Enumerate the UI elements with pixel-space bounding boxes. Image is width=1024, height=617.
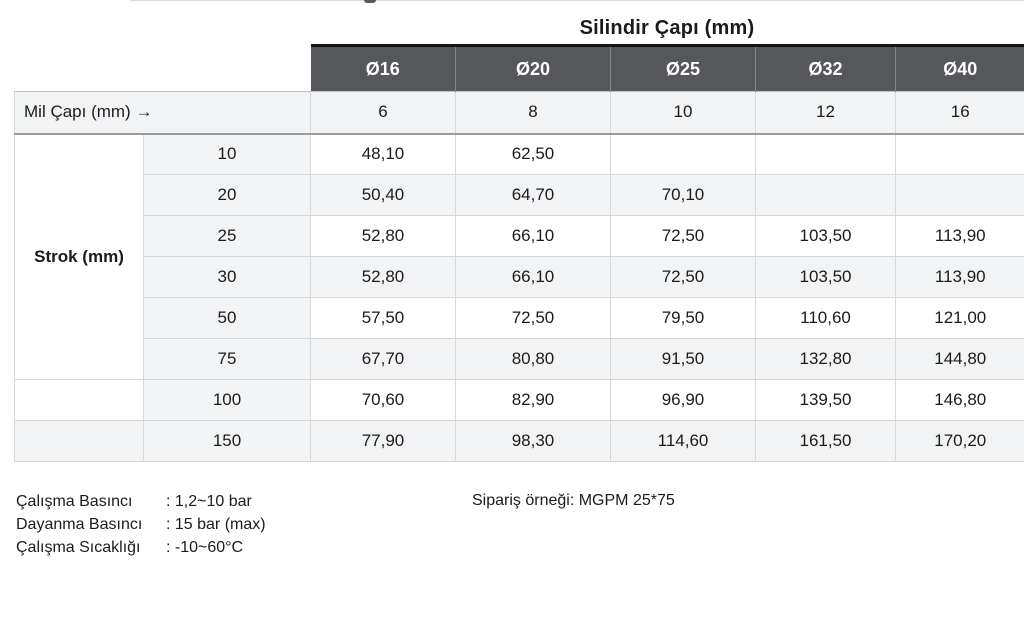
- col-header-diameter: Ø16: [310, 44, 456, 92]
- data-cell: 72,50: [610, 215, 756, 257]
- data-cell: 161,50: [755, 420, 896, 462]
- data-cell: 91,50: [610, 338, 756, 380]
- data-cell: 52,80: [310, 215, 456, 257]
- table-row: 25 52,80 66,10 72,50 103,50 113,90: [15, 215, 1024, 257]
- data-cell: 132,80: [755, 338, 896, 380]
- data-cell: 66,10: [455, 215, 611, 257]
- table-row: 30 52,80 66,10 72,50 103,50 113,90: [15, 256, 1024, 298]
- data-cell: 66,10: [455, 256, 611, 298]
- mil-capi-value: 8: [455, 91, 611, 135]
- data-cell: 144,80: [895, 338, 1024, 380]
- table-row: Strok (mm) 10 48,10 62,50: [14, 133, 1024, 380]
- data-cell: [895, 174, 1024, 216]
- data-cell: 103,50: [755, 256, 896, 298]
- data-cell: 79,50: [610, 297, 756, 339]
- data-cell: 96,90: [610, 379, 756, 421]
- data-cell: 103,50: [755, 215, 896, 257]
- data-cell: [755, 133, 896, 175]
- data-cell: [610, 133, 756, 175]
- mil-capi-value: 10: [610, 91, 756, 135]
- table-row: 20 50,40 64,70 70,10: [15, 174, 1024, 216]
- table-row: 100 70,60 82,90 96,90 139,50 146,80: [14, 379, 1024, 421]
- data-cell: 70,10: [610, 174, 756, 216]
- data-cell: 146,80: [895, 379, 1024, 421]
- side-blank-cell: [14, 379, 144, 421]
- data-cell: 113,90: [895, 256, 1024, 298]
- data-cell: 82,90: [455, 379, 611, 421]
- mil-capi-label: Mil Çapı (mm) →: [14, 91, 311, 135]
- table-title: Silindir Çapı (mm): [579, 17, 755, 39]
- diameter-header-row: Ø16 Ø20 Ø25 Ø32 Ø40: [14, 44, 1024, 92]
- spec-label: Dayanma Basıncı: [16, 516, 143, 533]
- data-cell: 48,10: [310, 133, 456, 175]
- cutoff-top-border-artifact: [130, 0, 1024, 1]
- col-header-diameter: Ø25: [610, 44, 756, 92]
- spec-label: Çalışma Sıcaklığı: [16, 539, 141, 556]
- col-header-diameter: Ø40: [895, 44, 1024, 92]
- data-cell: 110,60: [755, 297, 896, 339]
- strok-value-cell: 100: [143, 379, 311, 421]
- data-cell: 113,90: [895, 215, 1024, 257]
- operating-specs: Çalışma Basıncı : 1,2~10 bar Dayanma Bas…: [16, 490, 266, 559]
- cutoff-text-artifact: [364, 0, 376, 3]
- data-cell: [755, 174, 896, 216]
- strok-value-cell: 150: [143, 420, 311, 462]
- strok-label: Strok (mm): [14, 133, 144, 380]
- strok-value-cell: 10: [143, 133, 311, 175]
- data-cell: 72,50: [455, 297, 611, 339]
- data-cell: 70,60: [310, 379, 456, 421]
- col-header-diameter: Ø20: [455, 44, 611, 92]
- data-cell: 50,40: [310, 174, 456, 216]
- strok-value-cell: 20: [143, 174, 311, 216]
- spec-value: : 15 bar (max): [166, 516, 266, 533]
- data-cell: 52,80: [310, 256, 456, 298]
- spec-label: Çalışma Basıncı: [16, 493, 133, 510]
- spec-value: : 1,2~10 bar: [166, 493, 252, 510]
- spec-value: : -10~60°C: [166, 539, 244, 556]
- table-row: 50 57,50 72,50 79,50 110,60 121,00: [15, 297, 1024, 339]
- data-cell: 98,30: [455, 420, 611, 462]
- table-row: 150 77,90 98,30 114,60 161,50 170,20: [14, 420, 1024, 462]
- mil-capi-value: 6: [310, 91, 456, 135]
- strok-value-cell: 25: [143, 215, 311, 257]
- data-cell: 62,50: [455, 133, 611, 175]
- mil-capi-value: 12: [755, 91, 896, 135]
- data-cell: 114,60: [610, 420, 756, 462]
- data-cell: 77,90: [310, 420, 456, 462]
- data-cell: 67,70: [310, 338, 456, 380]
- col-header-diameter: Ø32: [755, 44, 896, 92]
- header-blank-cell: [14, 45, 311, 92]
- data-cell: 72,50: [610, 256, 756, 298]
- table-row: 75 67,70 80,80 91,50 132,80 144,80: [15, 338, 1024, 380]
- cylinder-spec-table: Ø16 Ø20 Ø25 Ø32 Ø40 Mil Çapı (mm) → 6 8 …: [14, 44, 1024, 462]
- data-cell: 170,20: [895, 420, 1024, 462]
- data-cell: [895, 133, 1024, 175]
- data-cell: 57,50: [310, 297, 456, 339]
- mil-capi-value: 16: [895, 91, 1024, 135]
- mil-capi-row: Mil Çapı (mm) → 6 8 10 12 16: [14, 91, 1024, 135]
- side-blank-cell: [14, 420, 144, 462]
- strok-value-cell: 30: [143, 256, 311, 298]
- strok-value-cell: 50: [143, 297, 311, 339]
- data-cell: 64,70: [455, 174, 611, 216]
- order-example: Sipariş örneği: MGPM 25*75: [472, 492, 675, 509]
- strok-value-cell: 75: [143, 338, 311, 380]
- data-cell: 139,50: [755, 379, 896, 421]
- data-cell: 80,80: [455, 338, 611, 380]
- data-cell: 121,00: [895, 297, 1024, 339]
